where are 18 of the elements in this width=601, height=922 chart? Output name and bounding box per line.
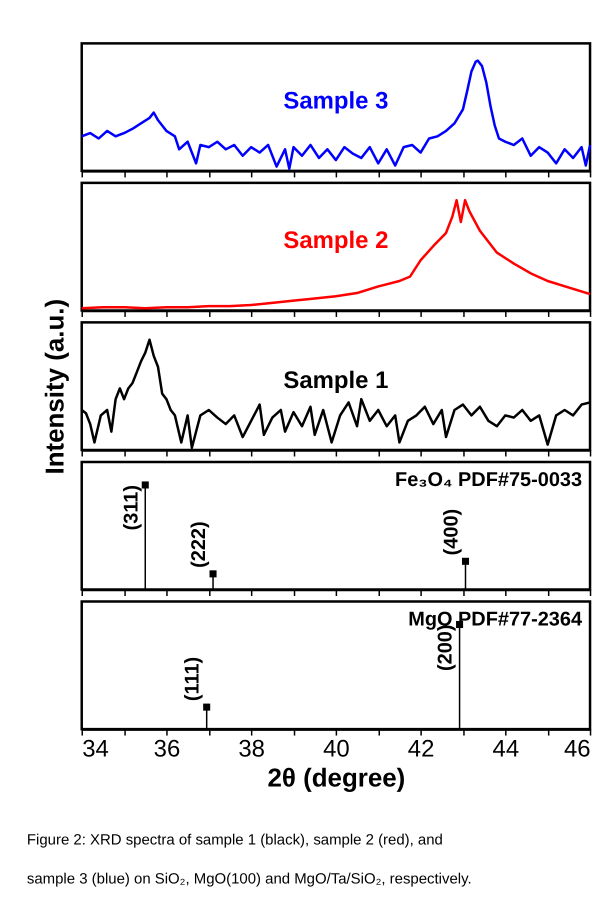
x-tick-label: 40	[323, 735, 350, 762]
annotation: (111)	[182, 656, 204, 702]
x-tick-label: 36	[154, 735, 180, 762]
text: Figure 2: XRD spectra of sample 1 (black), sample 2 (red), and sample 3 (blue) on SiO₂, MgO(100) and MgO/Ta/SiO₂, respectively.	[26, 832, 472, 888]
x-tick-label: 34	[82, 735, 109, 762]
annotation: (222)	[188, 521, 210, 568]
annotation: (400)	[440, 508, 463, 556]
series-label: Sample 3	[283, 88, 388, 115]
x-tick-label: 42	[408, 735, 434, 762]
annotation: Fe₃O₄ PDF#75-0033	[395, 468, 582, 491]
x-axis-title: 2θ (degree)	[267, 764, 406, 792]
series-label: Sample 1	[283, 366, 388, 394]
x-tick-label: 38	[238, 735, 265, 762]
x-tick-label: 46	[564, 735, 591, 762]
y-axis-title: Intensity (a.u.)	[41, 298, 70, 475]
x-tick-label: 44	[492, 735, 520, 762]
annotation: (311)	[120, 484, 142, 530]
series-label: Sample 2	[283, 227, 388, 254]
